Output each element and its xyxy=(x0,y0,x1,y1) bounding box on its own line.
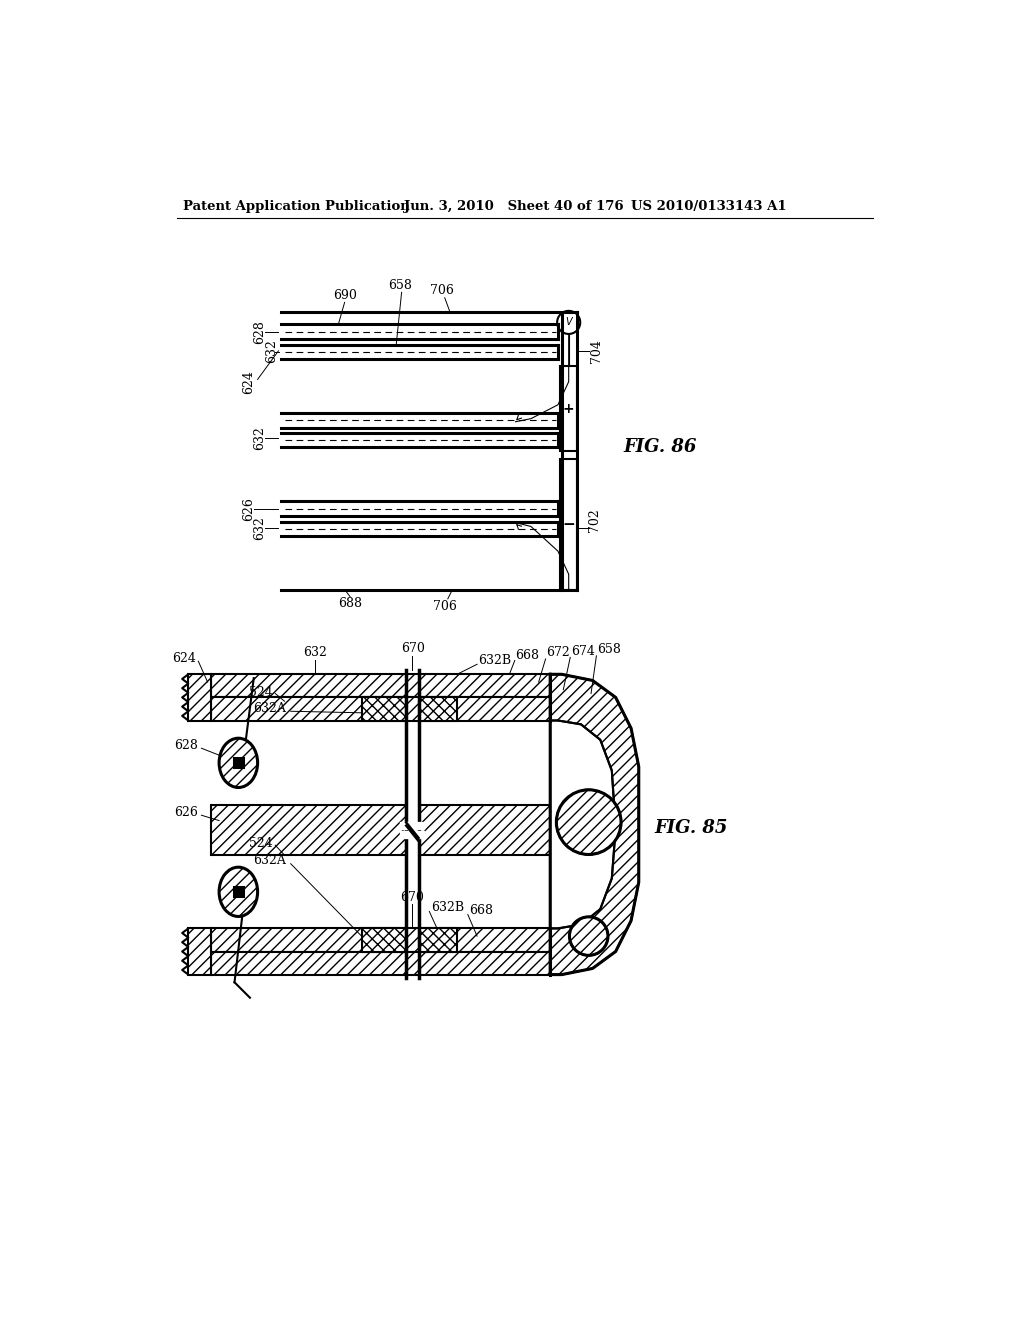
Text: 624: 624 xyxy=(172,652,196,665)
Bar xyxy=(211,928,550,952)
Text: 632: 632 xyxy=(253,516,266,540)
Text: 704: 704 xyxy=(590,339,603,363)
Text: 690: 690 xyxy=(333,289,356,302)
Bar xyxy=(188,928,211,974)
Text: 624: 624 xyxy=(242,370,255,393)
Text: 628: 628 xyxy=(174,739,199,752)
Bar xyxy=(419,697,457,721)
Text: 628: 628 xyxy=(253,319,266,343)
Bar xyxy=(560,459,578,590)
Bar xyxy=(233,887,243,896)
Text: 674: 674 xyxy=(571,644,595,657)
Text: 632: 632 xyxy=(303,647,328,659)
Text: 668: 668 xyxy=(469,904,494,917)
Text: Patent Application Publication: Patent Application Publication xyxy=(183,201,410,214)
Bar xyxy=(361,697,407,721)
Text: US 2010/0133143 A1: US 2010/0133143 A1 xyxy=(631,201,786,214)
Ellipse shape xyxy=(219,738,258,788)
Bar xyxy=(188,675,211,721)
Bar xyxy=(419,928,457,952)
Text: −: − xyxy=(562,516,575,532)
Ellipse shape xyxy=(219,867,258,916)
Bar xyxy=(361,928,407,952)
Text: 632: 632 xyxy=(265,339,278,363)
Text: 706: 706 xyxy=(430,284,455,297)
Text: 626: 626 xyxy=(174,807,199,820)
Text: 688: 688 xyxy=(338,597,362,610)
Bar xyxy=(211,952,550,974)
Circle shape xyxy=(569,917,608,956)
Text: 706: 706 xyxy=(433,601,457,612)
Text: Jun. 3, 2010   Sheet 40 of 176: Jun. 3, 2010 Sheet 40 of 176 xyxy=(403,201,624,214)
Bar xyxy=(233,758,243,767)
Text: FIG. 85: FIG. 85 xyxy=(654,820,727,837)
Text: 702: 702 xyxy=(589,508,601,532)
Text: 658: 658 xyxy=(597,643,621,656)
Text: 632A: 632A xyxy=(253,854,286,867)
Text: FIG. 86: FIG. 86 xyxy=(624,438,696,457)
Text: 626: 626 xyxy=(242,496,255,520)
Text: 524: 524 xyxy=(249,685,273,698)
Text: V: V xyxy=(565,317,572,327)
Text: 632B: 632B xyxy=(431,902,464,915)
Text: 670: 670 xyxy=(399,891,424,904)
Text: 668: 668 xyxy=(515,648,540,661)
Bar xyxy=(419,805,550,855)
Bar xyxy=(211,805,407,855)
Bar xyxy=(407,805,419,855)
Text: 632B: 632B xyxy=(478,653,512,667)
Bar xyxy=(211,697,550,721)
Text: 632: 632 xyxy=(253,426,266,450)
Text: 524: 524 xyxy=(249,837,273,850)
Bar xyxy=(211,675,550,697)
Text: 670: 670 xyxy=(401,643,425,656)
Text: +: + xyxy=(563,401,574,416)
Text: 672: 672 xyxy=(547,647,570,659)
Polygon shape xyxy=(550,675,639,974)
Text: 632A: 632A xyxy=(253,702,286,714)
Circle shape xyxy=(556,789,621,854)
Bar xyxy=(560,366,578,451)
Text: 658: 658 xyxy=(388,279,412,292)
